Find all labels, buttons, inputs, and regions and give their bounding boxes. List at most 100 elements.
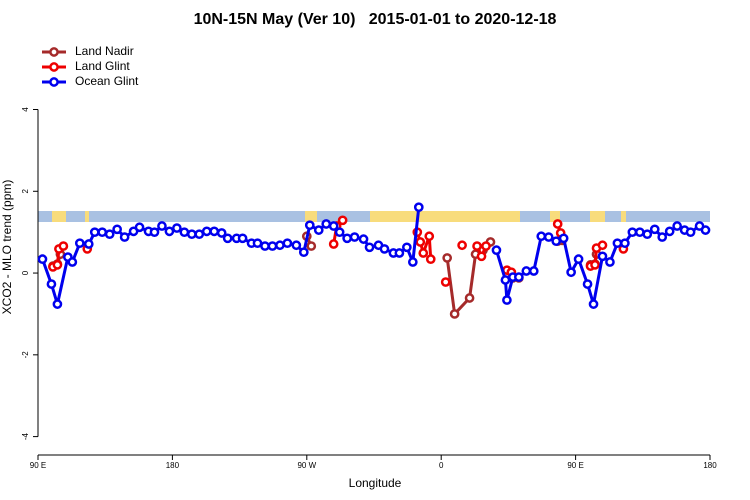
y-tick-label: 4	[21, 107, 30, 112]
data-point	[642, 229, 653, 240]
y-tick-label: 2	[21, 189, 30, 194]
data-point	[442, 253, 453, 263]
data-point	[275, 240, 285, 251]
land-band	[52, 211, 66, 222]
y-tick-label: 0	[21, 270, 30, 275]
y-tick-label: -4	[21, 432, 30, 440]
data-point	[502, 295, 512, 305]
data-point	[58, 241, 69, 251]
data-point	[282, 238, 293, 249]
data-point	[476, 251, 487, 262]
data-point	[104, 229, 115, 240]
data-point	[328, 221, 339, 231]
data-point	[67, 257, 78, 267]
data-point	[364, 242, 375, 253]
data-point	[52, 260, 63, 270]
data-point	[491, 245, 502, 256]
legend-label: Ocean Glint	[75, 74, 139, 88]
data-point	[291, 240, 302, 251]
data-point	[649, 224, 660, 235]
data-point	[379, 244, 390, 254]
data-point	[566, 267, 576, 278]
data-point	[620, 238, 630, 249]
chart-title: 10N-15N May (Ver 10) 2015-01-01 to 2020-…	[194, 11, 557, 28]
data-point	[464, 293, 475, 303]
x-tick-label: 90 E	[30, 461, 46, 470]
data-point	[321, 219, 332, 229]
data-point	[597, 240, 608, 251]
data-point	[664, 226, 675, 237]
data-point	[597, 251, 608, 262]
data-point	[543, 232, 554, 242]
data-point	[418, 248, 429, 258]
data-point	[313, 225, 324, 235]
x-axis-label: Longitude	[349, 476, 402, 490]
data-point	[612, 238, 623, 249]
data-point	[37, 254, 48, 265]
data-point	[74, 238, 85, 249]
data-point	[334, 227, 345, 238]
data-point	[415, 237, 426, 247]
data-point	[172, 223, 182, 233]
data-point	[457, 240, 467, 251]
legend-label: Land Nadir	[75, 44, 134, 58]
mask-band	[38, 211, 710, 222]
data-point	[267, 241, 278, 251]
data-point	[657, 232, 668, 242]
data-point	[52, 299, 63, 309]
data-point	[149, 227, 160, 238]
data-point	[627, 227, 638, 238]
x-tick-label: 90 W	[297, 461, 316, 470]
y-axis-label: XCO2 - MLO trend (ppm)	[0, 180, 14, 315]
legend-marker	[49, 47, 59, 57]
data-point	[134, 222, 145, 233]
land-band	[621, 211, 626, 222]
legend-marker	[49, 77, 59, 87]
data-point	[472, 241, 482, 251]
data-point	[194, 229, 205, 240]
data-point	[201, 226, 212, 237]
data-point	[481, 241, 491, 251]
x-tick-label: 0	[439, 461, 444, 470]
data-point	[634, 227, 645, 238]
y-tick-label: -2	[21, 351, 30, 359]
data-point	[552, 219, 563, 229]
data-point	[407, 257, 418, 267]
data-point	[179, 227, 190, 238]
data-point	[685, 227, 696, 238]
data-point	[252, 238, 263, 249]
land-band	[590, 211, 605, 222]
legend-marker	[49, 62, 59, 72]
data-point	[157, 221, 167, 231]
data-point	[402, 242, 412, 253]
data-point	[237, 233, 248, 244]
data-point	[358, 234, 369, 244]
data-point	[89, 227, 100, 238]
data-point	[342, 233, 352, 244]
data-point	[588, 299, 599, 309]
data-point	[394, 248, 405, 258]
data-point	[413, 202, 424, 213]
data-point	[112, 224, 122, 235]
land-band	[85, 211, 89, 222]
data-point	[514, 272, 524, 282]
data-point	[46, 279, 57, 289]
data-point	[306, 241, 317, 251]
data-point	[605, 257, 615, 267]
x-tick-label: 180	[703, 461, 717, 470]
data-point	[672, 221, 682, 231]
data-point	[304, 220, 315, 231]
land-band	[305, 211, 317, 222]
data-point	[97, 227, 108, 238]
x-tick-label: 90 E	[567, 461, 583, 470]
land-band	[550, 211, 560, 222]
data-point	[425, 254, 436, 265]
data-point	[216, 228, 227, 238]
data-point	[298, 247, 309, 258]
data-point	[700, 225, 711, 235]
data-point	[186, 229, 197, 240]
data-point	[222, 233, 233, 244]
data-point	[449, 309, 460, 319]
